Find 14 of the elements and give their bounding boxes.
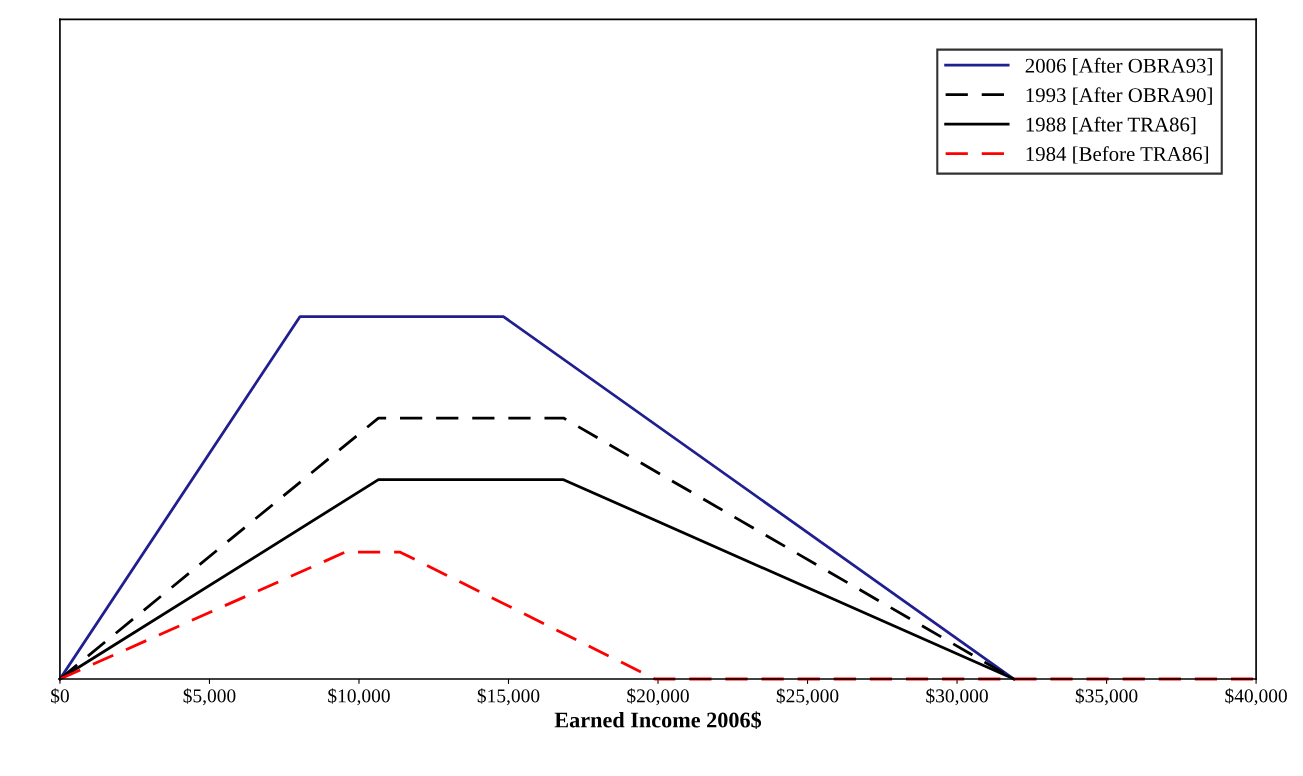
legend-label: 2006 [After OBRA93]: [1025, 57, 1212, 76]
x-tick-label: $25,000: [776, 688, 839, 706]
x-tick-label: $15,000: [477, 688, 540, 706]
x-tick-label: $0: [51, 688, 69, 704]
x-axis-title: Earned Income 2006$: [554, 711, 762, 730]
legend-label: 1993 [After OBRA90]: [1026, 87, 1212, 105]
legend-label: 1988 [After TRA86]: [1026, 116, 1196, 135]
x-tick-label: $5,000: [183, 688, 236, 706]
x-tick-label: $40,000: [1225, 688, 1287, 706]
legend-label: 1984 [Before TRA86]: [1026, 146, 1209, 164]
x-tick-label: $30,000: [926, 688, 988, 706]
x-tick-label: $35,000: [1075, 688, 1138, 706]
x-tick-label: $20,000: [627, 688, 689, 706]
x-tick-label: $10,000: [328, 688, 390, 706]
